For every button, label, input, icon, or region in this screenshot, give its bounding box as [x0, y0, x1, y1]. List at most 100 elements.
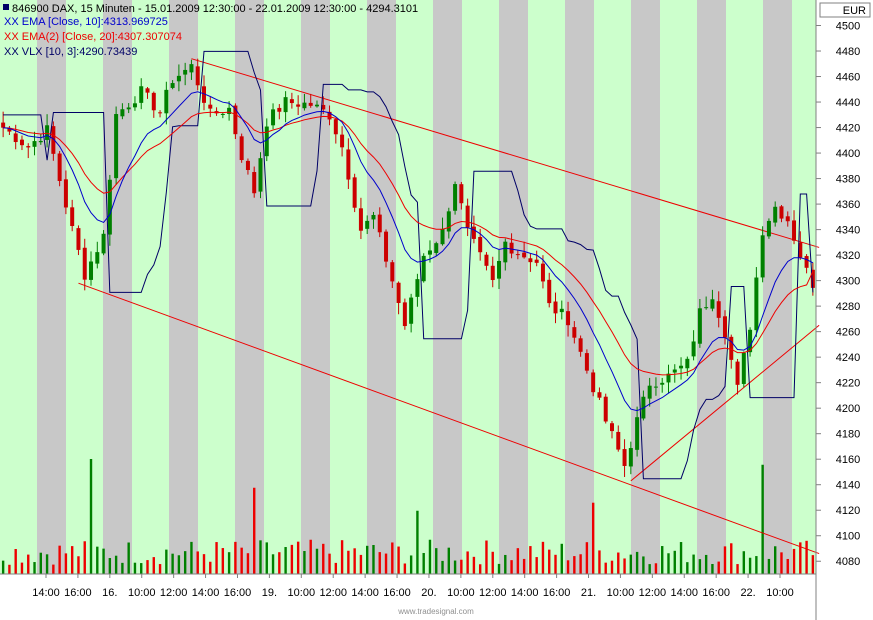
volume-bar — [422, 552, 425, 574]
candle-body — [622, 449, 627, 466]
candle-body — [459, 184, 464, 204]
candle-body — [38, 141, 43, 143]
candle-body — [233, 105, 238, 135]
session-band — [499, 0, 528, 574]
volume-bar — [83, 541, 86, 574]
candle-body — [271, 109, 276, 126]
volume-bar — [108, 558, 112, 574]
x-tick-label: 12:00 — [160, 587, 188, 599]
volume-bar — [623, 558, 626, 574]
volume-bar — [140, 563, 143, 574]
volume-bar — [579, 554, 582, 574]
candle-body — [63, 179, 68, 208]
candle-body — [239, 136, 244, 161]
candle-body — [484, 254, 489, 266]
volume-bar — [673, 550, 676, 574]
candle-body — [208, 104, 213, 109]
candle-body — [647, 385, 652, 399]
volume-bar — [96, 546, 99, 574]
candle-body — [735, 361, 740, 385]
candle-body — [559, 308, 564, 313]
volume-bar — [359, 554, 363, 574]
y-tick-label: 4200 — [836, 403, 860, 415]
volume-bar — [246, 553, 250, 574]
candle-body — [289, 99, 294, 104]
volume-bar — [309, 539, 312, 574]
y-tick-label: 4340 — [836, 225, 860, 237]
volume-bar — [485, 540, 488, 574]
session-band — [0, 0, 37, 574]
candle-body — [170, 83, 175, 88]
volume-bar — [654, 563, 658, 574]
y-axis: 4080 4100 4120 4140 4160 4180 4200 4220 4240 4260… — [816, 21, 860, 568]
candle-body — [352, 177, 357, 208]
volume-bar — [522, 558, 526, 574]
candle-body — [785, 216, 790, 222]
volume-bar — [629, 554, 633, 574]
candle-body — [628, 448, 633, 467]
volume-bar — [679, 542, 683, 574]
volume-bar — [535, 557, 538, 574]
candle-body — [57, 153, 62, 181]
candle-body — [804, 256, 809, 268]
session-band — [565, 0, 594, 574]
candle-body — [202, 86, 206, 103]
y-tick-label: 4460 — [836, 72, 860, 84]
volume-bar — [610, 560, 614, 574]
x-tick-label: 16. — [102, 587, 117, 599]
candle-body — [377, 214, 382, 233]
candle-body — [252, 172, 257, 194]
volume-bar — [441, 560, 444, 574]
volume-bar — [315, 548, 319, 574]
session-band — [301, 0, 330, 574]
candle-body — [427, 250, 432, 255]
candle-body — [672, 369, 677, 373]
candle-body — [220, 113, 225, 115]
y-tick-label: 4080 — [836, 556, 860, 568]
volume-bar — [328, 553, 331, 574]
volume-bar — [692, 554, 695, 574]
x-tick-label: 10:00 — [288, 587, 316, 599]
candle-body — [478, 236, 483, 253]
volume-bar — [290, 544, 294, 574]
volume-bar — [14, 549, 17, 574]
volume-bar — [177, 555, 181, 574]
volume-bar — [347, 550, 350, 574]
x-tick-label: 14:00 — [670, 587, 698, 599]
volume-bar — [303, 551, 306, 574]
session-bands — [0, 0, 816, 574]
candlesticks[interactable] — [1, 58, 815, 477]
candle-body — [321, 104, 326, 110]
candle-body — [572, 327, 577, 338]
session-band — [367, 0, 396, 574]
volume-bar — [585, 542, 589, 574]
candle-body — [76, 228, 81, 250]
volume-bar — [33, 562, 36, 574]
x-tick-label: 10:00 — [766, 587, 794, 599]
candle-body — [107, 179, 112, 235]
x-tick-label: 12:00 — [479, 587, 507, 599]
trend-lines[interactable] — [78, 58, 820, 555]
candle-body — [704, 307, 709, 309]
volume-bar — [591, 502, 595, 574]
volume-bar — [45, 554, 49, 574]
y-tick-label: 4300 — [836, 276, 860, 288]
volume-bar — [811, 555, 815, 574]
candle-body — [145, 88, 150, 93]
volume-bar — [460, 559, 463, 574]
volume-bar — [548, 549, 551, 574]
volume-bar — [416, 510, 419, 574]
volume-bar — [1, 560, 5, 574]
volume-bar — [209, 561, 212, 574]
volume-bar — [717, 561, 720, 574]
volume-bar — [89, 459, 93, 574]
x-tick-label: 21. — [581, 587, 596, 599]
volume-bar — [761, 464, 764, 574]
volume-bar — [253, 487, 256, 574]
volume-bar — [667, 553, 670, 574]
volume-bar — [805, 540, 808, 574]
volume-bar — [284, 547, 287, 574]
vlx-line — [3, 50, 814, 480]
x-tick-label: 16:00 — [64, 587, 92, 599]
